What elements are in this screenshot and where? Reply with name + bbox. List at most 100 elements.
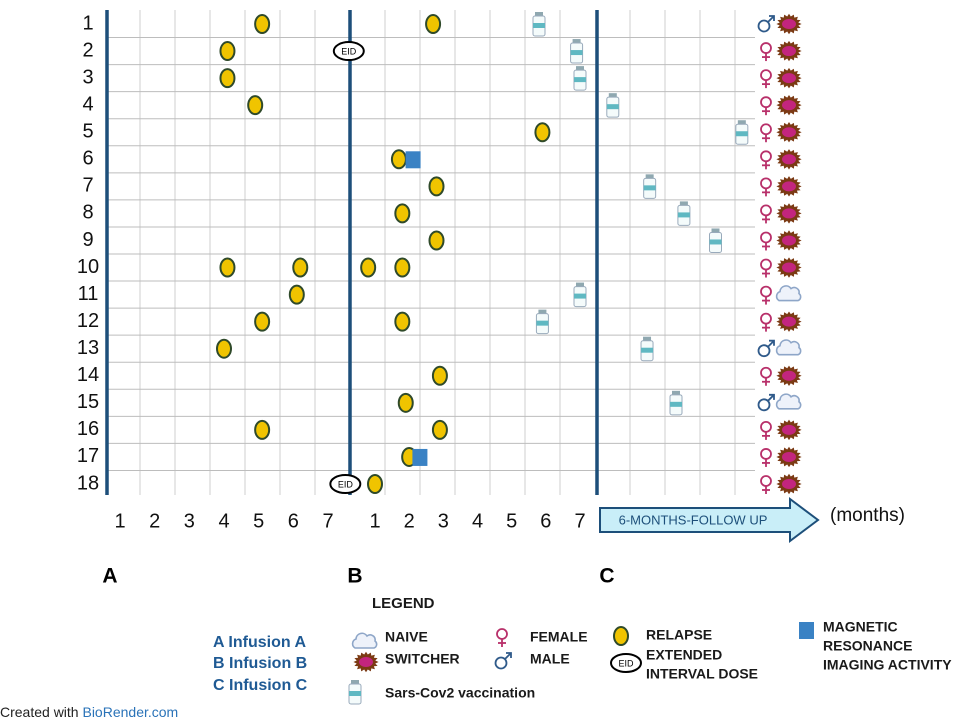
eid-text: EID	[618, 658, 634, 668]
male-icon	[759, 16, 775, 32]
switcher-icon	[776, 95, 801, 115]
female-icon	[761, 205, 771, 223]
x-tick-label: 5	[506, 510, 517, 532]
vaccination	[574, 66, 586, 90]
x-tick-label: 5	[253, 510, 264, 532]
female-icon	[761, 314, 771, 332]
vaccination	[644, 174, 656, 198]
relapse	[535, 123, 549, 141]
switcher-core	[782, 181, 796, 191]
naive-icon	[353, 633, 377, 648]
row-label: 9	[82, 229, 93, 251]
relapse	[426, 15, 440, 33]
x-tick-label: 2	[149, 510, 160, 532]
female-icon	[761, 260, 771, 278]
relapse	[293, 259, 307, 277]
male-icon	[759, 395, 775, 411]
female-icon	[761, 43, 771, 61]
row-label: 12	[77, 310, 99, 332]
row-label: 15	[77, 391, 99, 413]
switcher-icon	[353, 652, 378, 672]
followup-label: 6-MONTHS-FOLLOW UP	[619, 512, 768, 527]
male-circle	[759, 399, 770, 410]
female-icon	[761, 287, 771, 305]
legend-label: FEMALE	[530, 629, 588, 645]
section-label: C	[599, 565, 614, 588]
switcher-icon	[776, 311, 801, 331]
female-circle	[761, 205, 771, 215]
switcher-core	[782, 154, 796, 164]
naive-icon	[777, 286, 801, 301]
male-circle	[759, 345, 770, 356]
switcher-core	[782, 73, 796, 83]
female-circle	[761, 43, 771, 53]
female-circle	[761, 314, 771, 324]
relapse	[395, 204, 409, 222]
female-circle	[761, 124, 771, 134]
female-circle	[761, 260, 771, 270]
vial-band	[736, 131, 748, 136]
female-icon	[761, 476, 771, 494]
mri-activity	[799, 622, 814, 639]
relapse	[433, 367, 447, 385]
female-circle	[497, 629, 507, 639]
unit-label: (months)	[830, 505, 905, 526]
relapse	[614, 627, 628, 645]
switcher-icon	[776, 257, 801, 277]
male-circle	[496, 658, 507, 669]
female-icon	[761, 422, 771, 440]
female-circle	[761, 422, 771, 432]
relapse	[430, 177, 444, 195]
female-circle	[761, 178, 771, 188]
legend-label: NAIVE	[385, 629, 428, 645]
switcher-icon	[776, 176, 801, 196]
x-tick-label: 7	[574, 510, 585, 532]
vaccination	[571, 39, 583, 63]
eid: EID	[334, 42, 364, 60]
relapse	[248, 96, 262, 114]
vial-band	[571, 50, 583, 55]
row-label: 7	[82, 175, 93, 197]
legend-title: LEGEND	[372, 595, 435, 612]
legend-label: RESONANCE	[823, 638, 912, 654]
relapse	[395, 313, 409, 331]
switcher-core	[782, 479, 796, 489]
switcher-icon	[776, 447, 801, 467]
legend-label: MAGNETIC	[823, 619, 898, 635]
vaccination	[678, 201, 690, 225]
relapse	[255, 421, 269, 439]
relapse	[399, 394, 413, 412]
eid-text: EID	[338, 479, 354, 489]
grid	[107, 10, 755, 495]
female-icon	[761, 124, 771, 142]
row-label: 6	[82, 148, 93, 170]
row-label: 14	[77, 364, 99, 386]
vial-cap	[351, 680, 359, 684]
legend-label: IMAGING ACTIVITY	[823, 657, 952, 673]
legend-infusion: C Infusion C	[213, 677, 308, 694]
vaccination	[641, 337, 653, 361]
row-label: 1	[82, 12, 93, 34]
switcher-icon	[776, 474, 801, 494]
vial-band	[607, 104, 619, 109]
row-label: 3	[82, 66, 93, 88]
relapse	[220, 69, 234, 87]
x-tick-label: 7	[322, 510, 333, 532]
female-circle	[761, 287, 771, 297]
vial-band	[678, 212, 690, 217]
row-label: 16	[77, 418, 99, 440]
female-circle	[761, 476, 771, 486]
vial-cap	[609, 93, 617, 97]
x-tick-label: 2	[404, 510, 415, 532]
legend-infusion: A Infusion A	[213, 634, 306, 651]
footer-link[interactable]: BioRender.com	[82, 704, 178, 720]
switcher-core	[359, 657, 373, 667]
row-label: 10	[77, 256, 99, 278]
vial-band	[670, 402, 682, 407]
row-label: 17	[77, 445, 99, 467]
switcher-icon	[776, 68, 801, 88]
switcher-core	[782, 425, 796, 435]
row-label: 18	[77, 472, 99, 494]
vial-band	[644, 185, 656, 190]
legend-infusion: B Infusion B	[213, 655, 307, 672]
